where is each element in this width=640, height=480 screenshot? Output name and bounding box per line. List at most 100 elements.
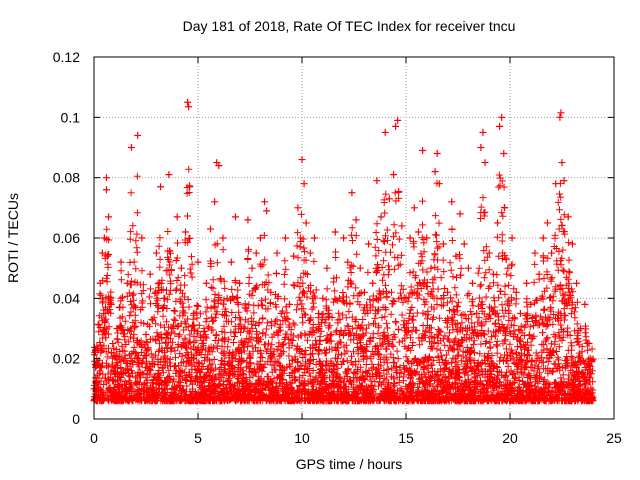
data-point (261, 198, 269, 206)
data-point (132, 303, 140, 311)
data-point (302, 219, 310, 227)
x-tick-label: 20 (502, 430, 518, 446)
data-point (437, 388, 445, 396)
data-point (433, 150, 441, 158)
data-point (344, 258, 352, 266)
data-point (273, 249, 281, 257)
data-point (140, 388, 148, 396)
y-tick-label: 0.08 (53, 170, 80, 186)
data-point (165, 171, 173, 179)
data-point (323, 264, 331, 272)
data-point (352, 216, 360, 224)
data-point (256, 234, 264, 242)
data-point (562, 382, 570, 390)
data-point (186, 183, 194, 191)
data-point (369, 279, 377, 287)
data-point (381, 128, 389, 136)
data-point (365, 240, 373, 248)
data-point (498, 113, 506, 121)
data-point (340, 234, 348, 242)
data-point (190, 309, 198, 317)
data-point (263, 207, 271, 215)
data-point (462, 382, 470, 390)
data-point (252, 249, 260, 257)
data-point (496, 122, 504, 130)
data-point (327, 331, 335, 339)
data-point (219, 234, 227, 242)
data-point (560, 177, 568, 185)
data-point (481, 159, 489, 167)
data-point (587, 370, 595, 378)
data-point (358, 382, 366, 390)
data-point (202, 279, 210, 287)
data-point (227, 258, 235, 266)
data-point (435, 180, 443, 188)
data-point (240, 325, 248, 332)
data-point (487, 391, 495, 399)
data-point (410, 204, 418, 212)
data-point (419, 147, 427, 155)
x-tick-label: 5 (194, 430, 202, 446)
data-point (464, 264, 472, 272)
data-point (184, 98, 192, 106)
data-point (138, 234, 146, 242)
data-point (527, 300, 535, 308)
data-point (96, 279, 104, 287)
data-points (90, 98, 595, 399)
data-point (102, 174, 110, 182)
data-point (231, 213, 239, 221)
x-tick-label: 25 (606, 430, 622, 446)
data-point (163, 379, 171, 387)
data-point (335, 294, 343, 302)
data-point (182, 228, 190, 236)
data-point (169, 325, 177, 332)
data-point (185, 103, 193, 111)
data-point (152, 249, 160, 257)
y-axis-label: ROTI / TECUs (5, 193, 21, 283)
data-point (512, 288, 520, 296)
y-tick-label: 0.04 (53, 290, 80, 306)
data-point (142, 331, 150, 339)
data-point (134, 131, 142, 139)
data-point (283, 391, 291, 399)
data-point (537, 388, 545, 396)
data-point (539, 234, 547, 242)
data-point (390, 171, 398, 179)
data-point (423, 234, 431, 242)
data-point (439, 240, 447, 248)
data-point (102, 186, 110, 194)
data-point (123, 279, 131, 287)
data-point (115, 382, 123, 390)
tick-labels: 0 5 10 15 20 25 0 0.02 0.04 0.06 0.08 0.1 0.12 (53, 49, 622, 446)
data-point (485, 249, 493, 257)
data-point (408, 379, 416, 387)
data-point (248, 264, 256, 272)
x-axis-label: GPS time / hours (296, 456, 403, 472)
data-point (215, 162, 223, 170)
data-point (105, 213, 113, 221)
data-point (394, 116, 402, 124)
data-point (568, 240, 576, 248)
data-point (331, 228, 339, 236)
data-point (373, 177, 381, 185)
data-point (206, 225, 214, 233)
data-point (107, 300, 115, 308)
data-point (456, 210, 464, 218)
data-point (198, 340, 206, 348)
data-point (552, 180, 560, 188)
data-point (557, 109, 565, 117)
y-tick-label: 0 (72, 411, 80, 427)
data-point (516, 309, 524, 317)
data-point (523, 279, 531, 287)
data-point (209, 376, 217, 384)
data-point (267, 288, 275, 296)
data-point (385, 195, 393, 203)
data-point (173, 213, 181, 221)
data-point (402, 294, 410, 302)
data-point (398, 222, 406, 230)
data-point (383, 391, 391, 399)
data-point (558, 159, 566, 167)
x-tick-label: 0 (90, 430, 98, 446)
